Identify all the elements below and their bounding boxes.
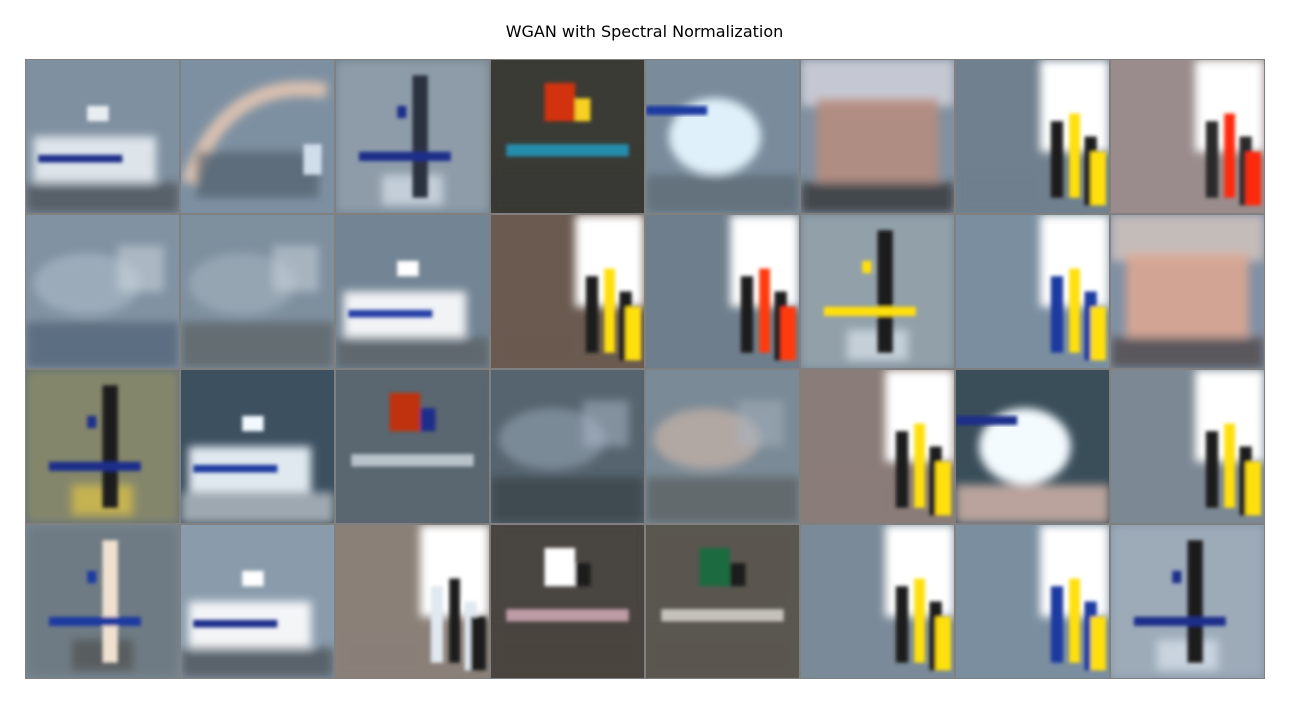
sample-tile-r4c2 xyxy=(181,525,334,678)
sample-tile-r1c2 xyxy=(181,60,334,213)
sample-tile-r4c8 xyxy=(1111,525,1264,678)
sample-tile-r4c1 xyxy=(26,525,179,678)
sample-tile-r1c8 xyxy=(1111,60,1264,213)
sample-tile-r2c1 xyxy=(26,215,179,368)
sample-tile-r2c8 xyxy=(1111,215,1264,368)
sample-tile-r3c7 xyxy=(956,370,1109,523)
sample-tile-r3c6 xyxy=(801,370,954,523)
sample-tile-r1c4 xyxy=(491,60,644,213)
sample-tile-r1c1 xyxy=(26,60,179,213)
sample-tile-r4c5 xyxy=(646,525,799,678)
sample-tile-r2c2 xyxy=(181,215,334,368)
sample-tile-r2c4 xyxy=(491,215,644,368)
sample-tile-r2c6 xyxy=(801,215,954,368)
sample-tile-r4c3 xyxy=(336,525,489,678)
sample-tile-r3c8 xyxy=(1111,370,1264,523)
sample-tile-r2c7 xyxy=(956,215,1109,368)
sample-tile-r2c3 xyxy=(336,215,489,368)
figure-title: WGAN with Spectral Normalization xyxy=(505,22,784,41)
sample-tile-r3c2 xyxy=(181,370,334,523)
sample-tile-r1c7 xyxy=(956,60,1109,213)
sample-tile-r1c3 xyxy=(336,60,489,213)
sample-tile-r1c6 xyxy=(801,60,954,213)
sample-tile-r2c5 xyxy=(646,215,799,368)
sample-tile-r4c7 xyxy=(956,525,1109,678)
sample-tile-r3c3 xyxy=(336,370,489,523)
sample-grid xyxy=(25,59,1265,679)
sample-tile-r1c5 xyxy=(646,60,799,213)
sample-tile-r4c4 xyxy=(491,525,644,678)
sample-tile-r3c5 xyxy=(646,370,799,523)
sample-tile-r3c4 xyxy=(491,370,644,523)
sample-tile-r3c1 xyxy=(26,370,179,523)
sample-tile-r4c6 xyxy=(801,525,954,678)
